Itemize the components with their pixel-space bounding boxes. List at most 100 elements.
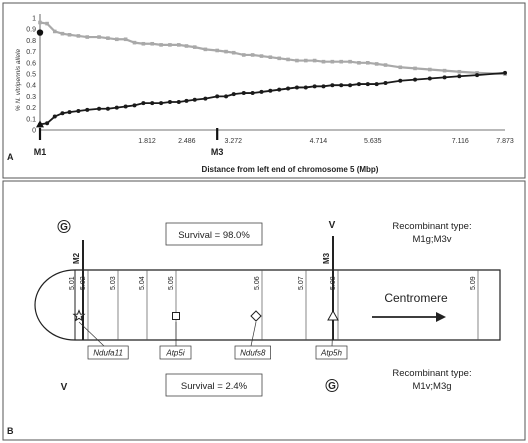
band-label: 5.06 — [254, 276, 261, 290]
series-point — [176, 43, 181, 47]
y-tick-label: 0.8 — [26, 38, 36, 45]
gene-label: Atp5i — [165, 349, 184, 358]
series-point — [97, 106, 102, 111]
gene-diamond-icon — [250, 310, 262, 322]
series-point — [259, 54, 264, 58]
series-point — [38, 20, 42, 25]
series-point — [475, 71, 479, 75]
survival-top: Survival = 98.0% — [178, 230, 250, 241]
x-tick-label: 3.272 — [224, 138, 242, 145]
band-lines: 5.01 5.02 5.03 5.04 5.05 5.06 5.07 5.08 5.09 — [69, 270, 479, 340]
series-point — [106, 36, 110, 40]
marker-label-m1: M1 — [34, 147, 47, 157]
series-point — [428, 67, 432, 72]
series-point — [141, 101, 146, 106]
series-point — [303, 85, 308, 90]
series-line-1 — [39, 71, 506, 126]
series-point — [295, 58, 299, 63]
series-point — [132, 103, 137, 108]
series-point — [224, 94, 229, 99]
series-point — [312, 84, 317, 89]
series-point — [250, 91, 255, 96]
series-point — [413, 77, 418, 82]
series-point — [365, 61, 370, 65]
band-label: 5.02 — [80, 276, 87, 290]
recomb-bottom-title: Recombinant type: — [392, 368, 471, 379]
gene-leader-line — [78, 321, 105, 347]
series-point — [330, 83, 335, 88]
band-label: 5.08 — [330, 276, 337, 290]
series-point — [224, 49, 228, 54]
gene-label-box — [159, 345, 192, 360]
gene-leader-line — [250, 321, 257, 347]
series-point — [312, 58, 317, 63]
gene-label-box — [87, 345, 129, 360]
series-point — [114, 37, 119, 42]
series-point — [365, 82, 370, 87]
gene-star-icon — [72, 309, 86, 322]
series-point — [250, 53, 255, 57]
series-point — [215, 48, 219, 53]
series-point — [259, 89, 264, 94]
series-point — [45, 21, 49, 26]
series-point — [398, 65, 403, 70]
series-point — [475, 73, 480, 78]
x-tick-label: 7.116 — [452, 138, 469, 145]
series-point — [339, 59, 344, 64]
y-tick-labels: 0 0.1 0.2 0.3 0.4 0.5 0.6 0.7 0.8 0.9 1 — [26, 16, 36, 135]
series-point — [52, 114, 57, 119]
centromere-arrow — [372, 312, 446, 322]
marker-labels: M1 M3 — [34, 128, 223, 157]
series-point — [203, 47, 208, 52]
panel-a-frame — [2, 2, 526, 179]
series-point — [442, 75, 447, 80]
series-point — [277, 56, 282, 61]
x-axis-label: Distance from left end of chromosome 5 (… — [202, 165, 379, 174]
series-point — [348, 83, 353, 88]
series-point — [294, 85, 299, 90]
x-tick-label: 2.486 — [178, 138, 196, 145]
x-tick-label: 1.812 — [138, 138, 156, 145]
v-symbol-top: V — [329, 220, 336, 231]
series-point — [457, 69, 462, 74]
series-point — [277, 87, 282, 92]
series-point — [457, 74, 462, 79]
series-point — [45, 121, 50, 126]
series-point — [203, 96, 208, 101]
chromosome-body — [34, 269, 501, 341]
y-tick-label: 0 — [32, 128, 36, 135]
series-point — [132, 40, 137, 45]
series-point — [398, 78, 403, 83]
series-point — [85, 35, 90, 39]
gene-label: Ndufa11 — [93, 349, 123, 358]
series-point — [85, 107, 90, 112]
series-point — [413, 66, 417, 71]
gene-label-box — [315, 345, 348, 360]
series-point — [159, 101, 164, 106]
series-point — [192, 97, 197, 102]
y-tick-label: 0.4 — [26, 83, 36, 90]
y-tick-label: 0.9 — [26, 27, 36, 34]
series-point — [321, 59, 326, 64]
v-symbol-bottom: V — [61, 382, 68, 393]
survival-top-box — [165, 222, 263, 246]
series-point — [303, 58, 308, 63]
series-point — [503, 70, 507, 75]
y-tick-label: 0.1 — [26, 116, 36, 123]
outlier-point — [36, 29, 44, 36]
series-point — [321, 84, 326, 89]
series-point — [52, 29, 57, 34]
series-point — [159, 43, 163, 47]
marker-label-m2: M2 — [72, 252, 81, 264]
series-point — [176, 100, 181, 104]
panel-b-frame — [2, 180, 526, 441]
y-tick-label: 0.5 — [26, 72, 36, 79]
series-point — [339, 83, 344, 88]
series-point — [241, 91, 246, 96]
series-point — [114, 105, 119, 110]
panel-a: A % N. vitripennis allele 00.10.20.30.40… — [7, 14, 514, 174]
series-point — [60, 111, 65, 116]
series-point — [215, 94, 220, 99]
series-point — [184, 44, 189, 48]
series-point — [167, 100, 172, 104]
